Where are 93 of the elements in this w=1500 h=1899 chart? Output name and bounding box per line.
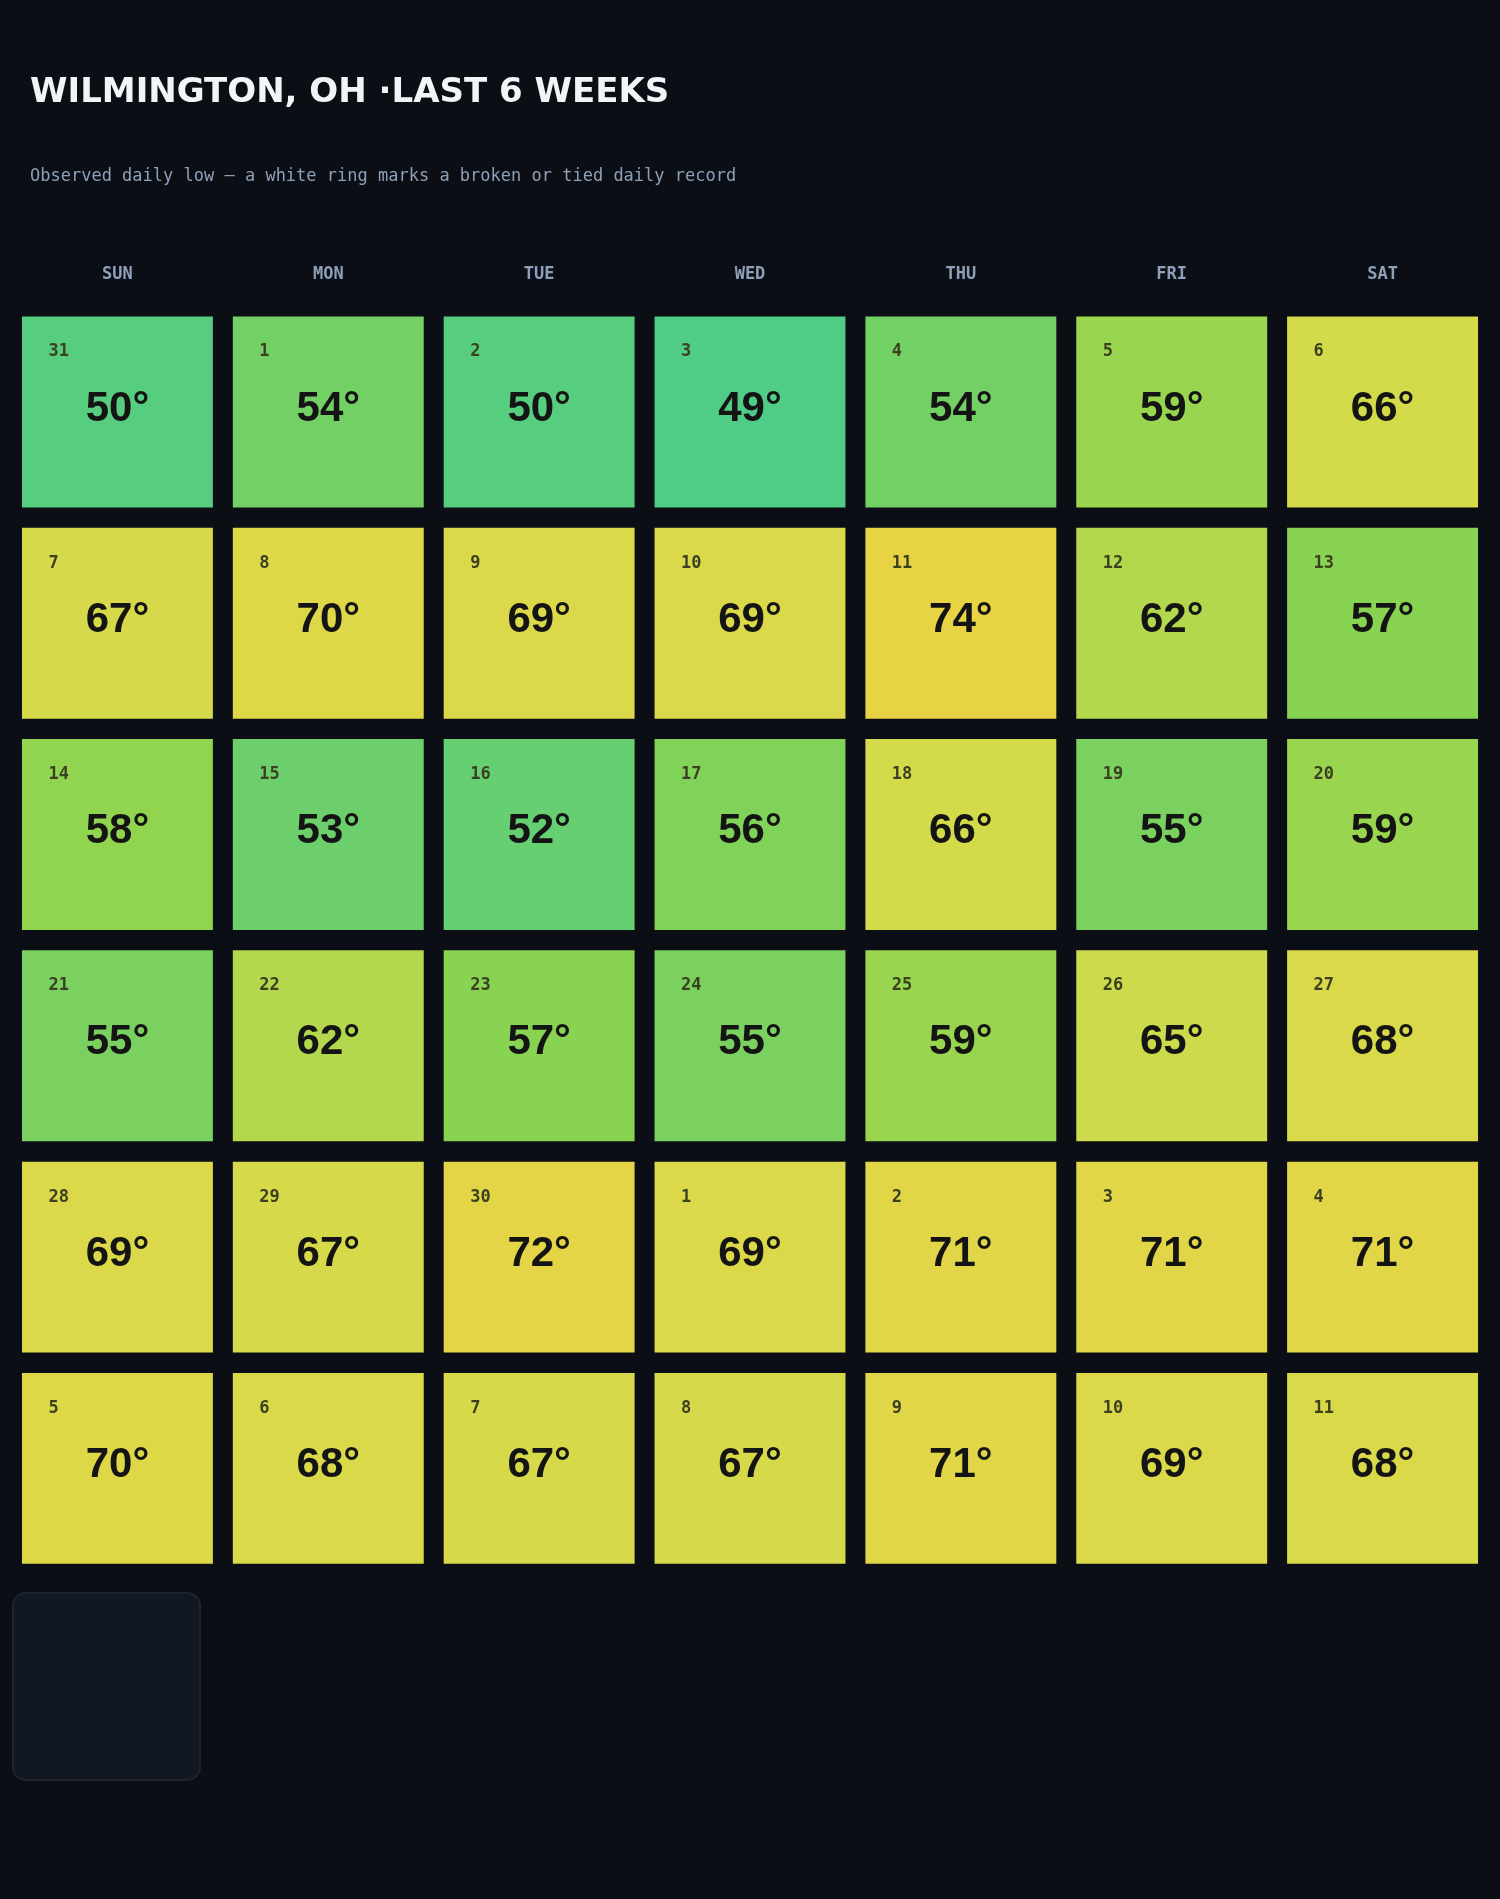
annotation: 5 bbox=[48, 1396, 59, 1417]
annotation: 2 bbox=[470, 340, 481, 361]
data-label: 57° bbox=[507, 1016, 571, 1064]
data-label: 66° bbox=[929, 805, 993, 853]
annotation: 5 bbox=[1102, 340, 1113, 361]
annotation: 15 bbox=[259, 762, 280, 783]
data-label: 59° bbox=[1350, 805, 1415, 853]
annotation: 20 bbox=[1313, 762, 1335, 783]
data-label: 69° bbox=[85, 1227, 150, 1275]
data-label: 69° bbox=[1139, 1438, 1204, 1486]
data-label: 57° bbox=[1350, 593, 1415, 641]
data-label: 71° bbox=[929, 1227, 993, 1275]
data-label: 62° bbox=[1139, 593, 1204, 641]
data-label: 66° bbox=[1350, 382, 1415, 430]
data-label: 55° bbox=[718, 1016, 782, 1064]
annotation: 7 bbox=[470, 1396, 481, 1417]
x-tick-label: SAT bbox=[1367, 262, 1398, 283]
data-label: 54° bbox=[296, 382, 361, 430]
chart-subtitle: Observed daily low — a white ring marks a broken or tied daily record bbox=[30, 165, 737, 185]
data-label: 59° bbox=[929, 1016, 993, 1064]
annotation: 10 bbox=[681, 551, 702, 572]
data-label: 50° bbox=[507, 382, 571, 430]
annotation: 11 bbox=[891, 551, 913, 572]
annotation: 6 bbox=[1313, 340, 1324, 361]
data-label: 54° bbox=[929, 382, 993, 430]
annotation: 3 bbox=[681, 340, 692, 361]
annotation: 18 bbox=[891, 762, 913, 783]
data-label: 50° bbox=[85, 382, 150, 430]
annotation: 17 bbox=[681, 762, 702, 783]
data-label: 53° bbox=[296, 805, 361, 853]
data-label: 71° bbox=[929, 1438, 993, 1486]
chart-title: WILMINGTON, OH ·LAST 6 WEEKS bbox=[30, 70, 670, 110]
x-tick-label: FRI bbox=[1156, 262, 1188, 283]
data-label: 55° bbox=[85, 1016, 150, 1064]
x-tick-label: THU bbox=[945, 262, 977, 283]
annotation: 16 bbox=[470, 762, 491, 783]
annotation: 8 bbox=[681, 1396, 692, 1417]
data-label: 72° bbox=[507, 1227, 571, 1275]
annotation: 11 bbox=[1313, 1396, 1335, 1417]
annotation: 19 bbox=[1102, 762, 1124, 783]
data-label: 49° bbox=[718, 382, 782, 430]
data-label: 55° bbox=[1139, 805, 1204, 853]
annotation: 26 bbox=[1102, 974, 1124, 995]
data-label: 62° bbox=[296, 1016, 361, 1064]
data-label: 67° bbox=[718, 1438, 782, 1486]
annotation: 9 bbox=[891, 1396, 903, 1417]
annotation: 27 bbox=[1313, 974, 1335, 995]
annotation: 23 bbox=[470, 974, 491, 995]
annotation: 29 bbox=[259, 1185, 280, 1206]
data-label: 74° bbox=[929, 593, 993, 641]
annotation: 30 bbox=[470, 1185, 491, 1206]
annotation: 8 bbox=[259, 551, 270, 572]
annotation: 13 bbox=[1313, 551, 1335, 572]
x-tick-label: MON bbox=[312, 262, 344, 283]
data-label: 68° bbox=[1350, 1438, 1415, 1486]
annotation: 1 bbox=[681, 1185, 692, 1206]
data-label: 68° bbox=[296, 1438, 361, 1486]
annotation: 6 bbox=[259, 1396, 270, 1417]
data-label: 59° bbox=[1139, 382, 1204, 430]
data-label: 67° bbox=[507, 1438, 571, 1486]
annotation: 14 bbox=[48, 762, 69, 783]
data-label: 69° bbox=[718, 593, 782, 641]
data-label: 52° bbox=[507, 805, 571, 853]
x-tick-label: SUN bbox=[102, 262, 133, 283]
data-label: 70° bbox=[85, 1438, 150, 1486]
data-label: 65° bbox=[1139, 1016, 1204, 1064]
data-label: 71° bbox=[1350, 1227, 1415, 1275]
annotation: 21 bbox=[48, 974, 69, 995]
data-label: 69° bbox=[507, 593, 571, 641]
annotation: 24 bbox=[681, 974, 702, 995]
annotation: 9 bbox=[470, 551, 481, 572]
x-tick-label: TUE bbox=[523, 262, 555, 283]
data-label: 71° bbox=[1139, 1227, 1204, 1275]
annotation: 28 bbox=[48, 1185, 69, 1206]
data-label: 67° bbox=[296, 1227, 361, 1275]
data-label: 67° bbox=[85, 593, 150, 641]
annotation: 7 bbox=[48, 551, 59, 572]
annotation: 1 bbox=[259, 340, 270, 361]
annotation: 22 bbox=[259, 974, 280, 995]
data-label: 69° bbox=[718, 1227, 782, 1275]
annotation: 2 bbox=[891, 1185, 903, 1206]
annotation: 25 bbox=[891, 974, 913, 995]
annotation: 12 bbox=[1102, 551, 1124, 572]
data-label: 58° bbox=[85, 805, 150, 853]
annotation: 4 bbox=[1313, 1185, 1324, 1206]
data-label: 70° bbox=[296, 593, 361, 641]
x-tick-label: WED bbox=[734, 262, 766, 283]
annotation: 3 bbox=[1102, 1185, 1113, 1206]
data-label: 68° bbox=[1350, 1016, 1415, 1064]
annotation: 10 bbox=[1102, 1396, 1124, 1417]
data-label: 56° bbox=[718, 805, 782, 853]
annotation: 31 bbox=[48, 340, 69, 361]
annotation: 4 bbox=[891, 340, 903, 361]
